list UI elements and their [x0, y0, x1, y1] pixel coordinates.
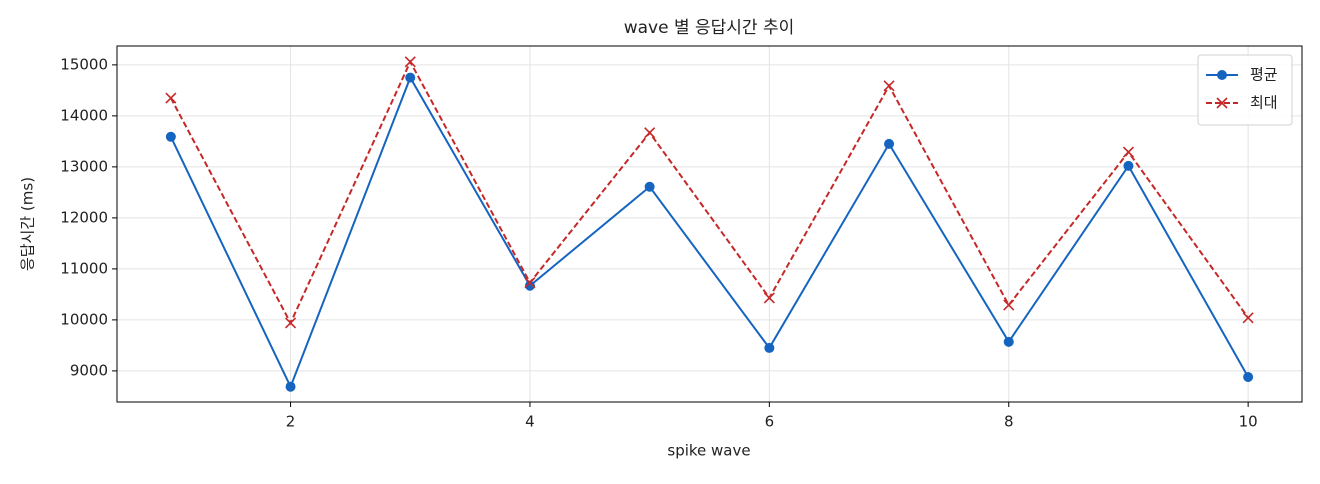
x-tick-label: 2: [286, 413, 296, 431]
marker: [1217, 70, 1227, 80]
marker: [405, 72, 416, 83]
y-tick-label: 9000: [70, 361, 108, 379]
marker: [1003, 299, 1015, 311]
marker: [1216, 97, 1228, 109]
chart-title: wave 별 응답시간 추이: [624, 18, 795, 38]
marker: [285, 381, 296, 392]
y-tick-label: 12000: [60, 208, 108, 226]
y-tick-label: 10000: [60, 310, 108, 328]
marker: [644, 127, 656, 139]
marker: [764, 342, 775, 353]
y-tick-label: 11000: [60, 259, 108, 277]
marker: [524, 277, 536, 289]
legend-box: [1197, 54, 1293, 126]
marker: [165, 131, 176, 142]
marker: [524, 280, 535, 291]
y-tick-label: 13000: [60, 157, 108, 175]
x-tick-label: 8: [1004, 413, 1014, 431]
marker: [1242, 312, 1254, 324]
plot-frame: [116, 45, 1303, 403]
marker: [165, 92, 177, 104]
y-tick-label: 15000: [60, 55, 108, 73]
marker: [883, 80, 895, 92]
x-tick-label: 6: [765, 413, 775, 431]
legend-label: 평균: [1250, 66, 1278, 84]
series-line: [169, 59, 1249, 326]
marker: [284, 317, 297, 329]
x-tick-label: 10: [1239, 413, 1258, 431]
series-line: [169, 75, 1250, 390]
legend-label: 최대: [1250, 94, 1278, 112]
y-tick-label: 14000: [60, 106, 108, 124]
marker: [644, 181, 655, 192]
marker: [404, 56, 416, 68]
x-tick-label: 4: [525, 413, 535, 431]
marker: [763, 292, 775, 304]
marker: [1123, 160, 1134, 171]
marker: [1243, 372, 1254, 383]
y-axis-label: 응답시간 (ms): [19, 177, 37, 271]
marker: [1122, 146, 1135, 158]
marker: [884, 138, 895, 149]
marker: [1003, 336, 1014, 347]
x-axis-label: spike wave: [667, 442, 750, 460]
